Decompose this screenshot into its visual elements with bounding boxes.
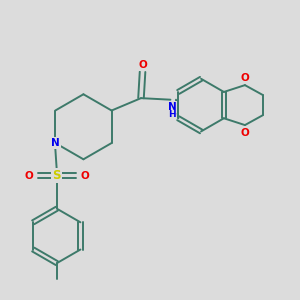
Text: N: N (168, 102, 176, 112)
Text: O: O (80, 170, 89, 181)
Text: N: N (51, 138, 60, 148)
Text: O: O (241, 128, 249, 137)
Text: S: S (52, 169, 61, 182)
Text: O: O (25, 170, 33, 181)
Text: O: O (241, 73, 249, 83)
Text: O: O (138, 60, 147, 70)
Text: H: H (168, 110, 176, 119)
